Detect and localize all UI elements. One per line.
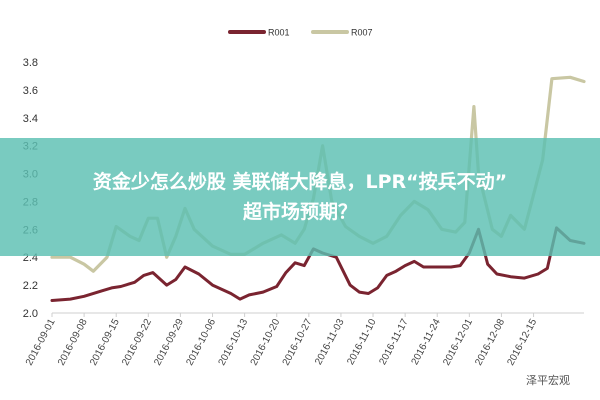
x-tick-label: 2016-10-27 bbox=[281, 317, 315, 368]
data-point-r007 bbox=[569, 76, 572, 79]
x-tick-label: 2016-11-03 bbox=[313, 317, 347, 367]
y-tick-label: 3.8 bbox=[23, 57, 38, 69]
data-point-r001 bbox=[119, 285, 123, 288]
data-point-r001 bbox=[403, 264, 407, 267]
data-point-r007 bbox=[582, 80, 586, 83]
data-point-r001 bbox=[151, 271, 155, 274]
x-tick-label: 2016-10-06 bbox=[184, 317, 218, 368]
data-point-r007 bbox=[550, 77, 554, 80]
headline-banner: 资金少怎么炒股 美联储大降息，LPR“按兵不动” 超市场预期？ bbox=[0, 138, 600, 256]
headline-line-1: 资金少怎么炒股 美联储大降息，LPR“按兵不动” bbox=[92, 171, 508, 193]
data-point-r001 bbox=[376, 286, 379, 290]
y-tick-label: 2.2 bbox=[23, 280, 38, 292]
watermark-text: 泽平宏观 bbox=[526, 373, 570, 387]
data-point-r007 bbox=[472, 105, 476, 108]
data-point-r001 bbox=[436, 265, 439, 269]
legend: R001 R007 bbox=[228, 28, 373, 38]
x-tick-label: 2016-11-24 bbox=[410, 317, 444, 367]
data-point-r007 bbox=[105, 256, 109, 259]
x-tick-label: 2016-09-22 bbox=[120, 317, 154, 368]
data-point-r001 bbox=[486, 263, 489, 266]
data-point-r001 bbox=[284, 271, 288, 274]
data-point-r007 bbox=[165, 256, 168, 259]
x-tick-label: 2016-12-08 bbox=[473, 317, 507, 368]
x-tick-label: 2016-09-29 bbox=[152, 317, 186, 368]
x-tick-label: 2016-10-13 bbox=[217, 317, 251, 368]
data-point-r001 bbox=[348, 283, 352, 287]
y-tick-label: 3.4 bbox=[23, 113, 38, 125]
data-point-r001 bbox=[261, 290, 265, 294]
data-point-r001 bbox=[536, 272, 540, 276]
data-point-r001 bbox=[142, 274, 145, 277]
data-point-r007 bbox=[82, 263, 86, 266]
data-point-r001 bbox=[110, 286, 113, 290]
data-point-r001 bbox=[495, 272, 499, 276]
x-tick-label: 2016-11-10 bbox=[345, 317, 379, 367]
headline-line-2: 超市场预期？ bbox=[242, 201, 357, 223]
data-point-r001 bbox=[509, 275, 512, 278]
data-point-r001 bbox=[449, 265, 453, 269]
data-point-r001 bbox=[546, 267, 549, 270]
data-point-r001 bbox=[174, 278, 177, 281]
x-tick-label: 2016-09-08 bbox=[56, 317, 90, 368]
data-point-r001 bbox=[422, 265, 425, 269]
x-tick-label: 2016-11-17 bbox=[377, 317, 411, 367]
data-point-r007 bbox=[50, 256, 54, 259]
x-tick-label: 2016-12-01 bbox=[441, 317, 475, 368]
data-point-r001 bbox=[459, 264, 462, 267]
data-point-r001 bbox=[82, 295, 86, 298]
data-point-r001 bbox=[394, 270, 398, 273]
data-point-r001 bbox=[133, 281, 136, 284]
data-point-r001 bbox=[367, 292, 370, 295]
data-point-r001 bbox=[523, 276, 526, 280]
legend-label-r007: R007 bbox=[351, 28, 373, 38]
x-tick-label: 2016-10-20 bbox=[249, 317, 283, 368]
y-tick-label: 2.0 bbox=[23, 308, 38, 320]
data-point-r001 bbox=[197, 272, 200, 276]
data-point-r001 bbox=[293, 261, 297, 264]
data-point-r007 bbox=[69, 256, 72, 259]
data-point-r001 bbox=[101, 289, 104, 292]
data-point-r001 bbox=[303, 264, 306, 267]
data-point-r001 bbox=[275, 285, 278, 288]
data-point-r001 bbox=[165, 283, 168, 287]
x-tick-label: 2016-12-15 bbox=[505, 317, 539, 368]
data-point-r001 bbox=[211, 283, 214, 287]
data-point-r001 bbox=[385, 274, 388, 277]
x-tick-label: 2016-09-15 bbox=[88, 317, 122, 368]
data-point-r001 bbox=[229, 292, 233, 295]
data-point-r001 bbox=[358, 290, 361, 294]
data-point-r001 bbox=[248, 293, 251, 297]
x-tick-label: 2016-09-01 bbox=[24, 317, 58, 368]
data-point-r007 bbox=[92, 270, 95, 273]
data-point-r001 bbox=[69, 297, 72, 301]
data-point-r001 bbox=[238, 297, 242, 301]
legend-label-r001: R001 bbox=[268, 28, 290, 38]
x-axis-ticks: 2016-09-012016-09-082016-09-152016-09-22… bbox=[24, 313, 539, 368]
y-tick-label: 3.6 bbox=[23, 85, 38, 97]
data-point-r001 bbox=[183, 265, 187, 269]
data-point-r001 bbox=[50, 299, 54, 302]
data-point-r001 bbox=[413, 260, 416, 263]
data-point-r001 bbox=[335, 256, 338, 259]
